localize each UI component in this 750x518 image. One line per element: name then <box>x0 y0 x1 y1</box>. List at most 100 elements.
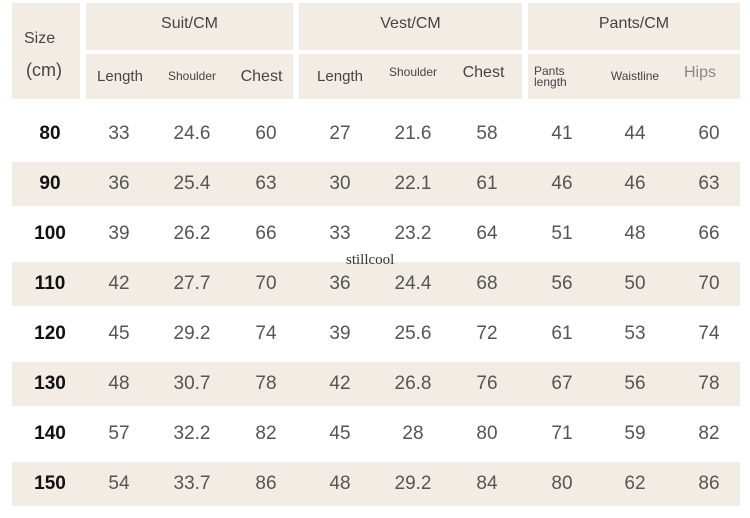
measurement-cell: 66 <box>255 223 277 244</box>
measurement-cell: 21.6 <box>394 123 432 144</box>
measurement-cell: 60 <box>255 123 277 144</box>
table-row: 80 33 24.6 60 27 21.6 58 41 44 60 <box>12 112 740 156</box>
measurement-cell: 80 <box>551 473 573 494</box>
pants-column-headers: Pants length Waistline Hips <box>528 54 740 99</box>
suit-chest-header: Chest <box>240 68 283 85</box>
measurement-cell: 23.2 <box>394 223 432 244</box>
size-cell: 140 <box>34 423 66 444</box>
measurement-cell: 74 <box>698 323 720 344</box>
size-cell: 80 <box>39 123 61 144</box>
measurement-cell: 63 <box>255 173 277 194</box>
measurement-cell: 60 <box>698 123 720 144</box>
measurement-cell: 26.8 <box>394 373 432 394</box>
measurement-cell: 46 <box>624 173 646 194</box>
measurement-cell: 24.4 <box>394 273 432 294</box>
measurement-cell: 25.4 <box>173 173 211 194</box>
measurement-cell: 82 <box>255 423 277 444</box>
pants-group-header: Pants/CM <box>528 3 740 50</box>
measurement-cell: 33 <box>329 223 351 244</box>
measurement-cell: 46 <box>551 173 573 194</box>
measurement-cell: 32.2 <box>173 423 211 444</box>
table-row: 120 45 29.2 74 39 25.6 72 61 53 74 <box>12 312 740 356</box>
measurement-cell: 72 <box>476 323 498 344</box>
measurement-cell: 42 <box>108 273 130 294</box>
measurement-cell: 71 <box>551 423 573 444</box>
measurement-cell: 68 <box>476 273 498 294</box>
size-header-label: Size <box>24 30 56 47</box>
measurement-cell: 64 <box>476 223 498 244</box>
suit-group-title: Suit/CM <box>161 15 218 32</box>
size-cell: 150 <box>34 473 66 494</box>
vest-chest-header: Chest <box>462 64 505 81</box>
measurement-cell: 44 <box>624 123 646 144</box>
size-cell: 90 <box>39 173 61 194</box>
measurement-cell: 78 <box>255 373 277 394</box>
measurement-cell: 70 <box>698 273 720 294</box>
measurement-cell: 70 <box>255 273 277 294</box>
measurement-cell: 53 <box>624 323 646 344</box>
vest-shoulder-header: Shoulder <box>388 65 438 79</box>
pants-length-header: Pants length <box>534 63 567 89</box>
suit-column-headers: Length Shoulder Chest <box>86 54 293 99</box>
pants-group-title: Pants/CM <box>598 15 670 32</box>
measurement-cell: 39 <box>329 323 351 344</box>
measurement-cell: 36 <box>108 173 130 194</box>
measurement-cell: 56 <box>551 273 573 294</box>
size-header-unit: (cm) <box>26 60 62 80</box>
vest-length-header: Length <box>317 68 363 85</box>
table-row: 90 36 25.4 63 30 22.1 61 46 46 63 <box>12 162 740 206</box>
measurement-cell: 33 <box>108 123 130 144</box>
measurement-cell: 50 <box>624 273 646 294</box>
measurement-cell: 27 <box>329 123 351 144</box>
table-row: 100 39 26.2 66 33 23.2 64 51 48 66 <box>12 212 740 256</box>
size-cell: 130 <box>34 373 66 394</box>
measurement-cell: 22.1 <box>394 173 432 194</box>
measurement-cell: 56 <box>624 373 646 394</box>
measurement-cell: 59 <box>624 423 646 444</box>
suit-shoulder-header: Shoulder <box>167 69 217 83</box>
measurement-cell: 33.7 <box>173 473 211 494</box>
measurement-cell: 74 <box>255 323 277 344</box>
size-cell: 120 <box>34 323 66 344</box>
measurement-cell: 24.6 <box>173 123 211 144</box>
measurement-cell: 25.6 <box>394 323 432 344</box>
measurement-cell: 41 <box>551 123 573 144</box>
vest-column-headers: Length Shoulder Chest <box>299 54 522 99</box>
measurement-cell: 80 <box>476 423 498 444</box>
vest-group-title: Vest/CM <box>380 15 441 32</box>
table-row: 140 57 32.2 82 45 28 80 71 59 82 <box>12 412 740 456</box>
measurement-cell: 62 <box>624 473 646 494</box>
measurement-cell: 76 <box>476 373 498 394</box>
measurement-cell: 66 <box>698 223 720 244</box>
suit-length-header: Length <box>97 68 143 85</box>
measurement-cell: 48 <box>108 373 130 394</box>
measurement-cell: 78 <box>698 373 720 394</box>
watermark-text: stillcool <box>346 252 395 268</box>
measurement-cell: 51 <box>551 223 573 244</box>
measurement-cell: 39 <box>108 223 130 244</box>
measurement-cell: 84 <box>476 473 498 494</box>
measurement-cell: 29.2 <box>173 323 211 344</box>
measurement-cell: 42 <box>329 373 351 394</box>
measurement-cell: 54 <box>108 473 130 494</box>
measurement-cell: 86 <box>698 473 720 494</box>
size-cell: 100 <box>34 223 66 244</box>
measurement-cell: 48 <box>329 473 351 494</box>
measurement-cell: 86 <box>255 473 277 494</box>
measurement-cell: 61 <box>551 323 573 344</box>
measurement-cell: 26.2 <box>173 223 211 244</box>
measurement-cell: 45 <box>108 323 130 344</box>
measurement-cell: 82 <box>698 423 720 444</box>
measurement-cell: 28 <box>402 423 424 444</box>
measurement-cell: 45 <box>329 423 351 444</box>
measurement-cell: 67 <box>551 373 573 394</box>
measurement-cell: 63 <box>698 173 720 194</box>
table-row: 110 42 27.7 70 36 24.4 68 56 50 70 <box>12 262 740 306</box>
table-row: 130 48 30.7 78 42 26.8 76 67 56 78 <box>12 362 740 406</box>
size-cell: 110 <box>34 273 66 294</box>
measurement-cell: 61 <box>476 173 498 194</box>
vest-group-header: Vest/CM <box>299 3 522 50</box>
pants-waistline-header: Waistline <box>610 69 660 83</box>
pants-hips-header: Hips <box>683 64 716 81</box>
